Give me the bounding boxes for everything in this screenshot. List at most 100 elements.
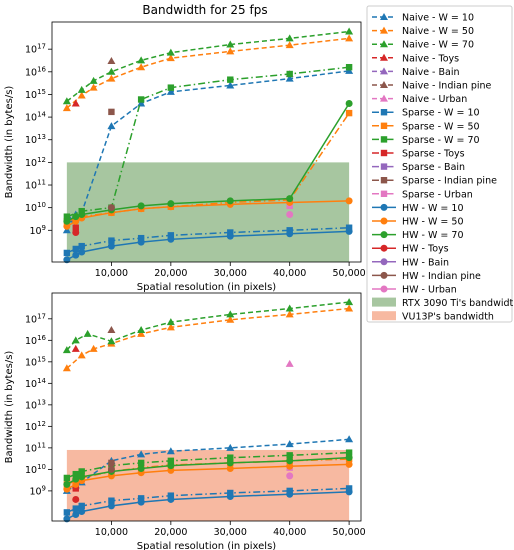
legend-marker bbox=[380, 190, 388, 197]
y-tick-label: 1012 bbox=[25, 156, 46, 169]
data-point bbox=[71, 99, 80, 107]
data-point bbox=[137, 498, 145, 506]
data-point bbox=[285, 41, 294, 49]
data-point bbox=[62, 104, 71, 112]
x-tick-label: 40,000 bbox=[273, 527, 306, 538]
legend-entry-hw-w-50: HW - W = 50 bbox=[372, 217, 464, 228]
plot-frame bbox=[51, 21, 362, 263]
legend-label: HW - Bain bbox=[402, 257, 449, 268]
series-line bbox=[66, 307, 350, 369]
data-point bbox=[77, 351, 86, 359]
legend-entry-sparse-w-70: Sparse - W = 70 bbox=[372, 135, 480, 146]
data-point bbox=[286, 230, 294, 238]
data-point bbox=[226, 443, 235, 451]
series-line bbox=[66, 37, 350, 109]
legend-label: Sparse - Bain bbox=[402, 162, 465, 173]
y-tick-label: 1015 bbox=[25, 88, 46, 101]
data-point bbox=[107, 502, 115, 510]
legend-entry-sparse-indian-pine: Sparse - Indian pine bbox=[372, 176, 497, 187]
series-hw-urban bbox=[286, 472, 294, 480]
series-naive-w-50 bbox=[62, 304, 354, 372]
y-tick-label: 109 bbox=[29, 484, 46, 497]
legend-swatch bbox=[372, 297, 396, 307]
data-point bbox=[286, 195, 294, 203]
legend-items: Naive - W = 10 Naive - W = 50 Naive - W = … bbox=[372, 13, 514, 323]
data-point bbox=[137, 234, 145, 242]
legend-entry-hw-w-70: HW - W = 70 bbox=[372, 230, 464, 241]
series-naive-toys bbox=[71, 344, 80, 352]
data-point bbox=[72, 505, 79, 512]
legend-label: Sparse - Urban bbox=[402, 189, 473, 200]
data-point bbox=[89, 76, 98, 84]
legend-marker bbox=[380, 81, 388, 88]
y-tick-label: 1015 bbox=[25, 355, 46, 368]
legend-label: Naive - Indian pine bbox=[402, 81, 492, 92]
data-point bbox=[286, 227, 293, 234]
x-tick-label: 50,000 bbox=[332, 527, 365, 538]
legend-label: VU13P's bandwidth bbox=[402, 312, 494, 323]
series-hw-urban bbox=[286, 210, 294, 218]
y-tick-label: 1013 bbox=[25, 133, 46, 146]
data-point bbox=[286, 472, 294, 480]
data-point bbox=[345, 488, 353, 496]
data-point bbox=[72, 475, 80, 483]
data-point bbox=[89, 83, 98, 91]
x-tick-label: 40,000 bbox=[273, 268, 306, 279]
data-point bbox=[226, 315, 235, 323]
legend-marker bbox=[380, 40, 388, 48]
data-point bbox=[345, 27, 354, 35]
data-point bbox=[137, 99, 146, 107]
data-point bbox=[72, 251, 80, 259]
legend-entry-sparse-w-50: Sparse - W = 50 bbox=[372, 121, 480, 132]
x-tick-label: 30,000 bbox=[214, 527, 247, 538]
legend-entry-hw-indian-pine: HW - Indian pine bbox=[372, 271, 481, 282]
legend-entry-naive-w-50: Naive - W = 50 bbox=[372, 26, 474, 37]
data-point bbox=[285, 359, 294, 367]
data-point bbox=[226, 464, 234, 472]
series-hw-indian-pine bbox=[107, 465, 115, 473]
series-hw-indian-pine bbox=[107, 204, 115, 212]
x-tick-label: 20,000 bbox=[154, 268, 187, 279]
x-axis-label: Spatial resolution (in pixels) bbox=[137, 282, 277, 293]
x-tick-label: 50,000 bbox=[332, 268, 365, 279]
series-sparse-indian-pine bbox=[108, 108, 115, 116]
data-point bbox=[107, 337, 116, 345]
data-point bbox=[227, 489, 234, 497]
legend-marker bbox=[380, 67, 388, 75]
data-point bbox=[62, 346, 71, 354]
data-point bbox=[137, 464, 145, 472]
series-naive-urban bbox=[285, 359, 294, 367]
data-point bbox=[72, 224, 79, 231]
data-point bbox=[72, 480, 80, 488]
legend-entry-sparse-bain: Sparse - Bain bbox=[372, 162, 465, 173]
series-sparse-w-10 bbox=[63, 224, 353, 257]
data-point bbox=[166, 54, 175, 62]
y-tick-label: 1017 bbox=[25, 43, 46, 56]
data-point bbox=[78, 248, 86, 256]
data-point bbox=[78, 468, 85, 475]
data-point bbox=[77, 91, 86, 99]
legend-label: Naive - Bain bbox=[402, 67, 460, 78]
legend-marker bbox=[380, 136, 388, 143]
data-point bbox=[285, 74, 294, 82]
data-point bbox=[226, 197, 234, 205]
legend: Naive - W = 10 Naive - W = 50 Naive - W = … bbox=[366, 5, 514, 323]
series-naive-indian-pine bbox=[107, 57, 116, 65]
data-point bbox=[166, 323, 175, 331]
y-tick-label: 1011 bbox=[25, 441, 46, 454]
legend-entry-naive-urban: Naive - Urban bbox=[372, 94, 467, 105]
y-tick-label: 1013 bbox=[25, 398, 46, 411]
y-tick-label: 1014 bbox=[25, 377, 47, 390]
data-point bbox=[72, 485, 79, 492]
legend-entry-naive-w-70: Naive - W = 70 bbox=[372, 40, 474, 51]
y-tick-label: 1014 bbox=[25, 111, 47, 124]
data-point bbox=[107, 122, 116, 130]
legend-entry-sparse-urban: Sparse - Urban bbox=[372, 189, 473, 200]
data-point bbox=[166, 87, 175, 95]
series-naive-indian-pine bbox=[107, 326, 116, 334]
data-point bbox=[345, 435, 354, 443]
data-point bbox=[72, 228, 80, 236]
y-tick-label: 109 bbox=[29, 224, 46, 237]
legend-swatch bbox=[372, 311, 396, 321]
y-axis-label: Bandwidth (in bytes/s) bbox=[4, 351, 15, 464]
